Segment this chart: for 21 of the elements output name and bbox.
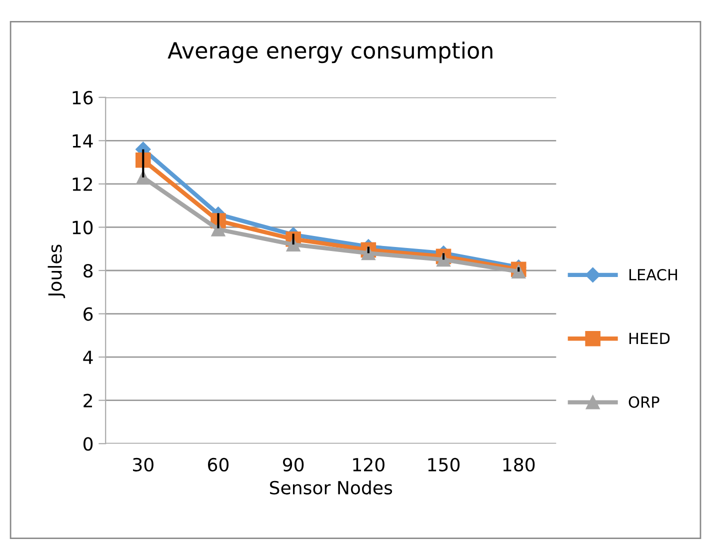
y-tick-label: 0 [83,437,93,451]
x-tick-label: 60 [208,458,229,472]
y-tick-label: 2 [84,394,92,408]
legend-label: ORP [628,396,660,408]
x-tick-label: 30 [133,458,154,472]
x-tick-label: 150 [428,458,460,472]
x-tick-label: 90 [282,458,304,472]
y-tick-label: 10 [72,220,93,234]
y-tick-label: 16 [72,90,93,104]
legend-label: LEACH [629,268,677,281]
y-tick-label: 14 [72,134,93,148]
y-tick-label: 4 [83,350,93,364]
y-tick-label: 8 [84,264,93,278]
x-tick-label: 120 [353,458,384,472]
y-tick-label: 6 [84,307,93,321]
x-axis-title: Sensor Nodes [270,480,392,495]
y-axis-title: Joules [48,244,66,298]
legend-label: HEED [629,332,670,344]
y-tick-label: 12 [72,177,92,191]
chart-title: Average energy consumption [168,42,492,64]
x-tick-label: 180 [503,458,535,472]
